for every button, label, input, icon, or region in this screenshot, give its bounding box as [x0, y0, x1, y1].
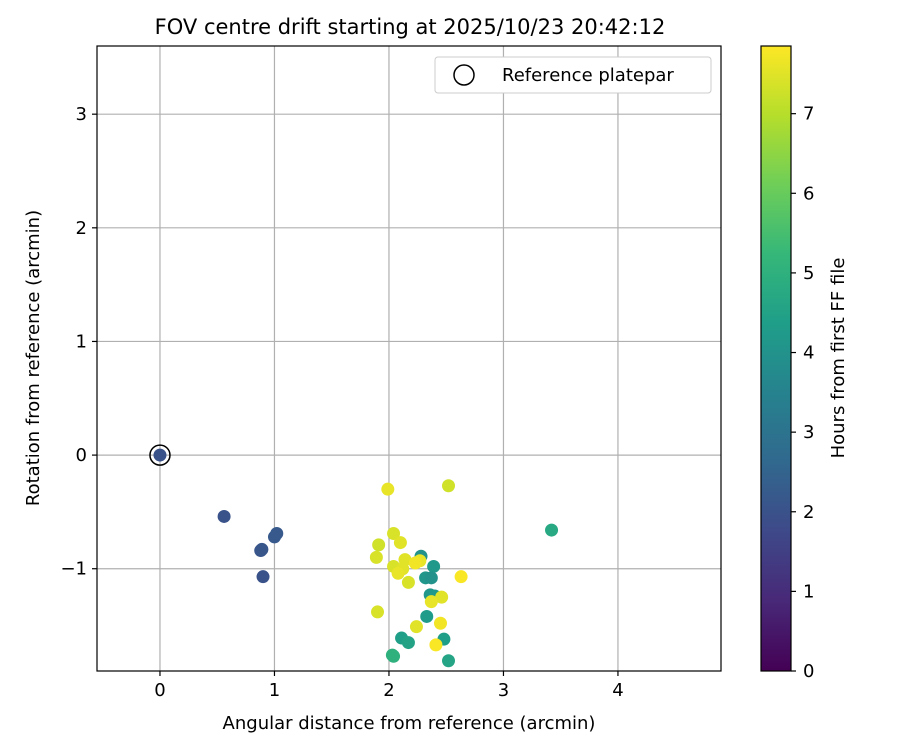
colorbar-tick-label: 2 [803, 502, 814, 523]
colorbar-tick-label: 4 [803, 343, 814, 364]
data-point [401, 575, 415, 589]
data-point [435, 590, 449, 604]
legend: Reference platepar [434, 56, 712, 94]
y-tick-label: −1 [60, 559, 87, 580]
data-point [387, 527, 401, 540]
data-point [424, 571, 438, 585]
colorbar-label: Hours from first FF file [828, 258, 849, 459]
data-point [433, 616, 447, 630]
data-point [442, 654, 456, 668]
data-point [369, 550, 383, 564]
x-axis-ticks: 0 1 2 3 4 [154, 671, 624, 701]
data-point [393, 536, 407, 550]
y-tick-label: 2 [76, 218, 87, 239]
data-point [256, 570, 270, 584]
plot-frame [96, 45, 722, 672]
data-point [408, 556, 422, 570]
colorbar-tick-label: 6 [803, 183, 814, 204]
data-point [429, 638, 443, 652]
data-point [255, 542, 269, 556]
data-point [401, 636, 415, 650]
data-points [153, 448, 559, 668]
data-point [427, 559, 441, 573]
colorbar-ticks: 0 1 2 3 4 5 6 7 [791, 104, 814, 682]
data-point [381, 482, 395, 496]
legend-label: Reference platepar [502, 65, 674, 86]
data-point [391, 566, 405, 580]
colorbar-tick-label: 3 [803, 422, 814, 443]
x-axis-label: Angular distance from reference (arcmin) [223, 713, 596, 734]
reference-point [149, 444, 171, 466]
data-point [217, 509, 231, 523]
data-point [545, 523, 559, 537]
reference-marker [149, 444, 171, 466]
x-tick-label: 2 [383, 680, 394, 701]
colorbar-tick-label: 7 [803, 104, 814, 125]
data-point [454, 570, 468, 584]
data-point [372, 538, 386, 552]
data-point [409, 620, 423, 634]
colorbar-gradient [760, 45, 792, 672]
y-tick-label: 3 [76, 104, 87, 125]
chart-title: FOV centre drift starting at 2025/10/23 … [155, 15, 666, 39]
legend-marker [453, 64, 475, 86]
y-tick-label: 0 [76, 445, 87, 466]
colorbar-tick-label: 0 [803, 661, 814, 682]
y-tick-label: 1 [76, 331, 87, 352]
colorbar: 0 1 2 3 4 5 6 7 Hours from first FF file [760, 45, 849, 682]
x-tick-label: 1 [269, 680, 280, 701]
colorbar-tick-label: 5 [803, 263, 814, 284]
data-point [420, 609, 434, 623]
colorbar-tick-label: 1 [803, 581, 814, 602]
x-tick-label: 0 [154, 680, 165, 701]
x-tick-label: 3 [498, 680, 509, 701]
legend-box [434, 56, 712, 94]
y-axis-ticks: −1 0 1 2 3 [60, 104, 97, 580]
data-point [371, 605, 385, 619]
data-point [424, 595, 438, 609]
data-point [153, 448, 167, 462]
data-point [270, 527, 284, 540]
data-point [442, 479, 456, 493]
data-point [387, 649, 401, 663]
y-axis-label: Rotation from reference (arcmin) [23, 210, 44, 506]
x-tick-label: 4 [612, 680, 623, 701]
